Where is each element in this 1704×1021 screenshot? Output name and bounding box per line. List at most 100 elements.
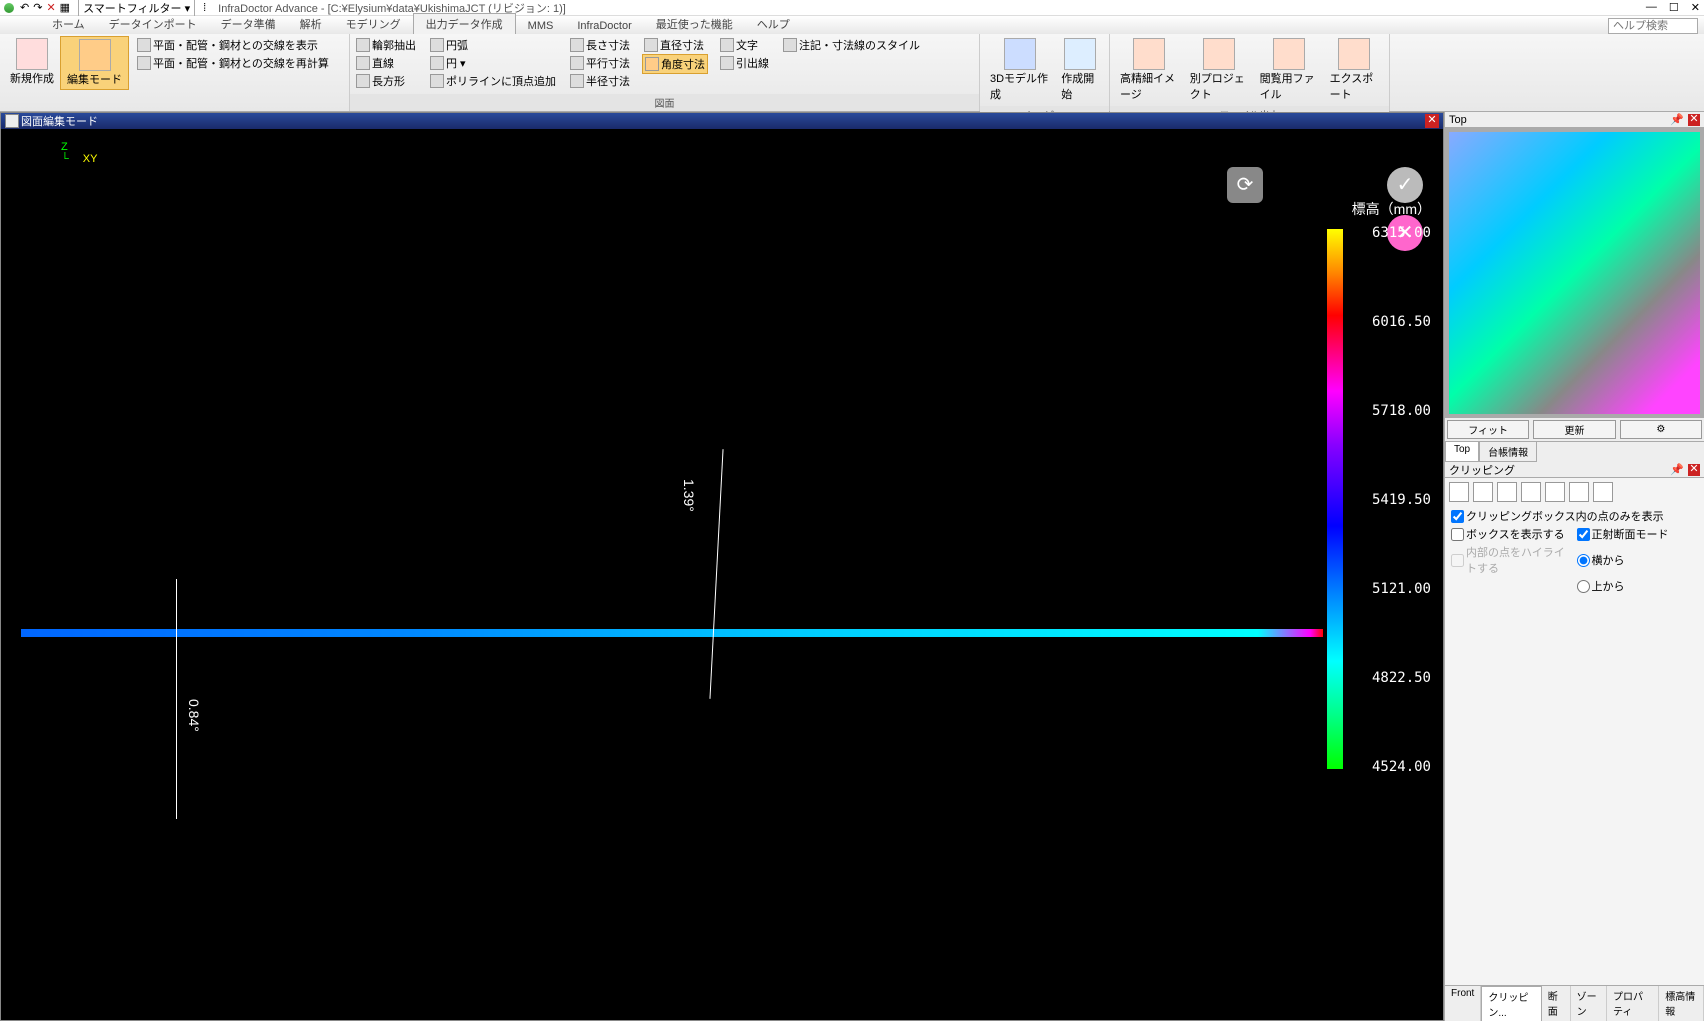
viewport-3d[interactable]: Z └XY 0.84° 1.39° ⟳ ✓ ✕ 標高（mm） 6315.00 6… [1, 129, 1443, 1020]
rect-button[interactable]: 長方形 [354, 72, 418, 90]
circle-button[interactable]: 円 ▾ [428, 54, 558, 72]
clip-ortho-checkbox[interactable]: 正射断面モード [1577, 526, 1699, 542]
clip-top-radio[interactable]: 上から [1577, 578, 1699, 594]
clip-tool-5[interactable] [1545, 482, 1565, 502]
top-view-canvas [1449, 132, 1700, 414]
main-panel-close-icon[interactable]: ✕ [1425, 114, 1439, 128]
colorbar-label-3: 5419.50 [1372, 492, 1431, 508]
clip-highlight-checkbox[interactable]: 内部の点をハイライトする [1451, 544, 1573, 576]
radius-dim-button[interactable]: 半径寸法 [568, 72, 632, 90]
clip-pin-icon[interactable]: 📌 [1670, 463, 1684, 476]
dim-label-right: 1.39° [681, 479, 697, 512]
top-tab-top[interactable]: Top [1445, 441, 1479, 462]
refresh-icon[interactable]: ⟳ [1227, 167, 1263, 203]
maximize-button[interactable]: ☐ [1669, 1, 1679, 14]
outline-extract-button[interactable]: 輪郭抽出 [354, 36, 418, 54]
export-button[interactable]: エクスポート [1324, 36, 1385, 104]
other-project-button[interactable]: 別プロジェクト [1184, 36, 1254, 104]
tab-infradoctor[interactable]: InfraDoctor [565, 18, 643, 34]
length-dim-button[interactable]: 長さ寸法 [568, 36, 632, 54]
bottom-tab-zone[interactable]: ゾーン [1571, 986, 1607, 1021]
dim-line-right [709, 449, 723, 699]
filter-icon[interactable]: ▦ [60, 1, 70, 14]
new-drawing-button[interactable]: 新規作成 [4, 36, 60, 88]
clip-side-radio[interactable]: 横から [1577, 544, 1699, 576]
clip-only-inside-checkbox[interactable]: クリッピングボックス内の点のみを表示 [1451, 508, 1698, 524]
profile-line [21, 629, 1323, 637]
colorbar [1327, 229, 1343, 769]
make-3d-button[interactable]: 3Dモデル作成 [984, 36, 1055, 104]
tab-dataprep[interactable]: データ準備 [209, 14, 288, 34]
clip-tool-6[interactable] [1569, 482, 1589, 502]
clip-show-box-checkbox[interactable]: ボックスを表示する [1451, 526, 1573, 542]
minimize-button[interactable]: — [1646, 1, 1657, 14]
pin-icon[interactable]: 📌 [1670, 113, 1684, 126]
top-view[interactable] [1445, 128, 1704, 418]
tab-recent[interactable]: 最近使った機能 [644, 14, 745, 34]
colorbar-title: 標高（mm） [1352, 199, 1431, 219]
arc-button[interactable]: 円弧 [428, 36, 558, 54]
undo-icon[interactable]: ↶ [20, 1, 29, 14]
dim-style-button[interactable]: 注記・寸法線のスタイル [781, 36, 922, 54]
close-icon[interactable]: ✕ [46, 1, 55, 14]
side-panel: Top 📌 ✕ フィット 更新 ⚙ Top 台帳情報 クリッピング 📌 ✕ [1444, 112, 1704, 1021]
confirm-icon[interactable]: ✓ [1387, 167, 1423, 203]
top-panel-title: Top [1449, 114, 1467, 126]
edit-mode-button[interactable]: 編集モード [60, 36, 129, 90]
clip-tool-7[interactable] [1593, 482, 1613, 502]
tab-output[interactable]: 出力データ作成 [413, 13, 516, 34]
gear-button[interactable]: ⚙ [1620, 420, 1702, 439]
close-button[interactable]: ✕ [1691, 1, 1700, 14]
top-panel-close-icon[interactable]: ✕ [1688, 114, 1700, 126]
text-button[interactable]: 文字 [718, 36, 771, 54]
show-cross-button[interactable]: 平面・配管・鋼材との交線を表示 [135, 36, 331, 54]
colorbar-label-5: 4822.50 [1372, 670, 1431, 686]
bottom-tab-elev[interactable]: 標高情報 [1659, 986, 1704, 1021]
qat-more[interactable]: ⁞ [203, 2, 206, 14]
dim-label-left: 0.84° [186, 699, 202, 732]
update-button[interactable]: 更新 [1533, 420, 1615, 439]
tab-mms[interactable]: MMS [516, 18, 566, 34]
axis-indicator: Z └XY [61, 141, 97, 165]
help-search [1608, 18, 1698, 34]
redo-icon[interactable]: ↷ [33, 1, 42, 14]
hires-image-button[interactable]: 高精細イメージ [1114, 36, 1184, 104]
parallel-dim-button[interactable]: 平行寸法 [568, 54, 632, 72]
view-file-button[interactable]: 閲覧用ファイル [1254, 36, 1324, 104]
ribbon-tabbar: ホーム データインポート データ準備 解析 モデリング 出力データ作成 MMS … [0, 16, 1704, 34]
clip-tool-3[interactable] [1497, 482, 1517, 502]
clip-close-icon[interactable]: ✕ [1688, 464, 1700, 476]
help-search-input[interactable] [1608, 18, 1698, 34]
colorbar-label-6: 4524.00 [1372, 759, 1431, 775]
tab-help[interactable]: ヘルプ [745, 14, 802, 34]
colorbar-label-2: 5718.00 [1372, 403, 1431, 419]
bottom-tab-property[interactable]: プロパティ [1607, 986, 1659, 1021]
clip-tool-1[interactable] [1449, 482, 1469, 502]
angle-dim-button[interactable]: 角度寸法 [642, 54, 708, 74]
ribbon: 新規作成 編集モード 平面・配管・鋼材との交線を表示 平面・配管・鋼材との交線を… [0, 34, 1704, 112]
tab-modeling[interactable]: モデリング [334, 14, 413, 34]
polyline-vertex-button[interactable]: ポリラインに頂点追加 [428, 72, 558, 90]
clip-toolbar [1445, 478, 1704, 506]
app-icon [4, 3, 14, 13]
diameter-dim-button[interactable]: 直径寸法 [642, 36, 708, 54]
top-tab-ledger[interactable]: 台帳情報 [1479, 441, 1537, 462]
start-movie-button[interactable]: 作成開始 [1055, 36, 1105, 104]
workspace: 図面編集モード ✕ Z └XY 0.84° 1.39° ⟳ ✓ ✕ 標高（mm）… [0, 112, 1704, 1021]
bottom-tab-front[interactable]: Front [1445, 986, 1481, 1021]
tab-home[interactable]: ホーム [40, 14, 97, 34]
bottom-tab-section[interactable]: 断面 [1542, 986, 1571, 1021]
fit-button[interactable]: フィット [1447, 420, 1529, 439]
tab-dataimport[interactable]: データインポート [97, 14, 209, 34]
tab-analysis[interactable]: 解析 [288, 14, 334, 34]
axis-xy-label: XY [83, 153, 98, 165]
top-panel-header: Top 📌 ✕ [1445, 112, 1704, 128]
clip-tool-2[interactable] [1473, 482, 1493, 502]
colorbar-label-4: 5121.00 [1372, 581, 1431, 597]
bottom-tab-clipping[interactable]: クリッピン... [1481, 986, 1541, 1021]
clip-panel-title: クリッピング [1449, 462, 1515, 478]
line-button[interactable]: 直線 [354, 54, 418, 72]
leader-button[interactable]: 引出線 [718, 54, 771, 72]
recalc-cross-button[interactable]: 平面・配管・鋼材との交線を再計算 [135, 54, 331, 72]
clip-tool-4[interactable] [1521, 482, 1541, 502]
